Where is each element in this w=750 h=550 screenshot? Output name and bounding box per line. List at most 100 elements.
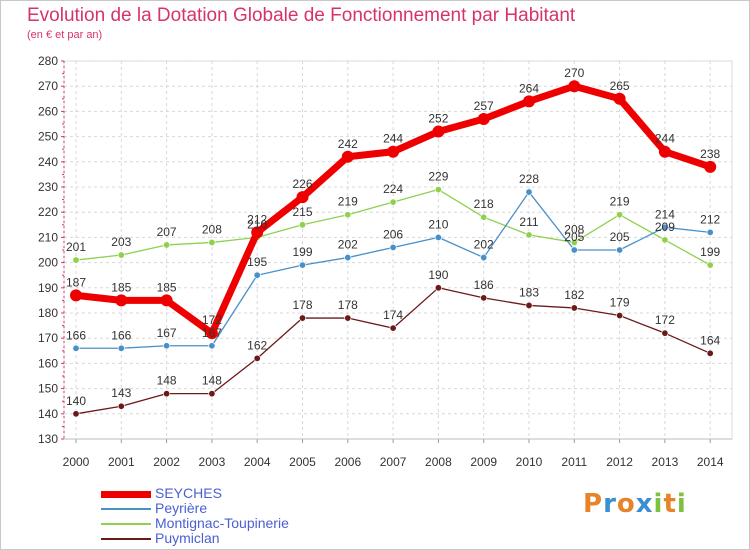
y-tick-label: 160 (38, 356, 58, 370)
x-tick-label: 2005 (289, 455, 316, 469)
data-point (706, 349, 714, 357)
data-label: 201 (66, 240, 86, 254)
y-tick-label: 150 (38, 382, 58, 396)
data-label: 195 (247, 255, 267, 269)
data-point (344, 254, 352, 262)
x-tick-label: 2009 (470, 455, 497, 469)
data-label: 167 (157, 326, 177, 340)
data-label: 252 (428, 112, 448, 126)
data-point (298, 221, 306, 229)
legend-swatch (101, 508, 151, 510)
y-tick-label: 250 (38, 130, 58, 144)
data-label: 211 (519, 215, 538, 229)
data-label: 257 (474, 99, 494, 113)
x-axis: 2000 2001 2002 2003 2004 2005 2006 2007 2008 2009… (63, 438, 732, 469)
data-label: 190 (428, 268, 448, 282)
data-label: 203 (111, 235, 131, 249)
y-tick-label: 210 (38, 230, 58, 244)
data-point (163, 342, 171, 350)
data-label: 214 (655, 207, 675, 221)
data-point (205, 327, 218, 340)
data-point (477, 112, 490, 125)
data-point (208, 390, 216, 398)
data-point (570, 246, 578, 254)
logo-letter: o (616, 489, 636, 519)
data-point (341, 150, 354, 163)
data-point (570, 238, 578, 246)
x-tick-label: 2014 (697, 455, 724, 469)
data-point (117, 344, 125, 352)
data-label: 270 (564, 66, 584, 80)
data-point (480, 213, 488, 221)
data-label: 208 (564, 222, 584, 236)
logo-letter: i (676, 489, 687, 519)
x-tick-label: 2004 (244, 455, 271, 469)
data-label: 219 (610, 195, 630, 209)
data-point (253, 271, 261, 279)
data-point (72, 410, 80, 418)
data-point (253, 354, 261, 362)
data-point (661, 236, 669, 244)
chart-subtitle: (en € et par an) (27, 29, 103, 41)
logo-letter: i (653, 489, 664, 519)
data-label: 178 (338, 298, 358, 312)
data-label: 143 (111, 386, 131, 400)
data-point (163, 390, 171, 398)
data-label: 172 (655, 313, 675, 327)
x-tick-label: 2006 (334, 455, 361, 469)
data-point (163, 241, 171, 249)
data-point (480, 254, 488, 262)
data-point (72, 344, 80, 352)
data-label: 185 (157, 280, 177, 294)
data-point (570, 304, 578, 312)
data-label: 162 (247, 338, 267, 352)
data-point (387, 145, 400, 158)
data-point (115, 294, 128, 307)
data-label: 166 (66, 328, 86, 342)
proxiti-logo: Proxiti (583, 489, 687, 519)
y-tick-label: 170 (38, 331, 58, 345)
data-label: 182 (564, 288, 584, 302)
data-label: 219 (338, 195, 358, 209)
x-tick-label: 2003 (199, 455, 226, 469)
data-label: 164 (700, 333, 720, 347)
data-point (658, 145, 671, 158)
y-tick-label: 180 (38, 306, 58, 320)
data-label: 212 (247, 212, 267, 226)
data-point (117, 402, 125, 410)
grid-lines (64, 60, 732, 440)
data-point (296, 191, 309, 204)
data-point (480, 294, 488, 302)
logo-letter: t (663, 489, 677, 519)
data-point (616, 312, 624, 320)
data-label: 208 (202, 222, 222, 236)
data-label: 167 (202, 326, 222, 340)
y-tick-label: 130 (38, 432, 58, 446)
legend-label: Montignac-Toupinerie (155, 515, 289, 531)
legend-swatch (101, 491, 151, 498)
data-label: 183 (519, 285, 539, 299)
data-label: 215 (292, 205, 312, 219)
data-point (72, 256, 80, 264)
data-point (434, 186, 442, 194)
data-labels: 140 143 148 148 162 178 178 174 190 186 183 182 179 1… (66, 66, 721, 408)
data-label: 244 (383, 132, 403, 146)
y-tick-label: 260 (38, 104, 58, 118)
legend-label: SEYCHES (155, 485, 222, 501)
data-label: 264 (519, 81, 539, 95)
data-point (661, 223, 669, 231)
y-tick-label: 190 (38, 281, 58, 295)
logo-letter: P (583, 489, 604, 519)
data-label: 174 (383, 308, 403, 322)
series-group (70, 80, 717, 418)
data-point (523, 95, 535, 108)
data-label: 205 (564, 230, 584, 244)
legend-swatch (101, 523, 151, 525)
data-label: 228 (519, 172, 539, 186)
legend-swatch (101, 538, 151, 540)
data-label: 212 (700, 212, 720, 226)
data-point (251, 226, 264, 239)
data-label: 205 (610, 230, 630, 244)
data-label: 199 (292, 245, 312, 259)
